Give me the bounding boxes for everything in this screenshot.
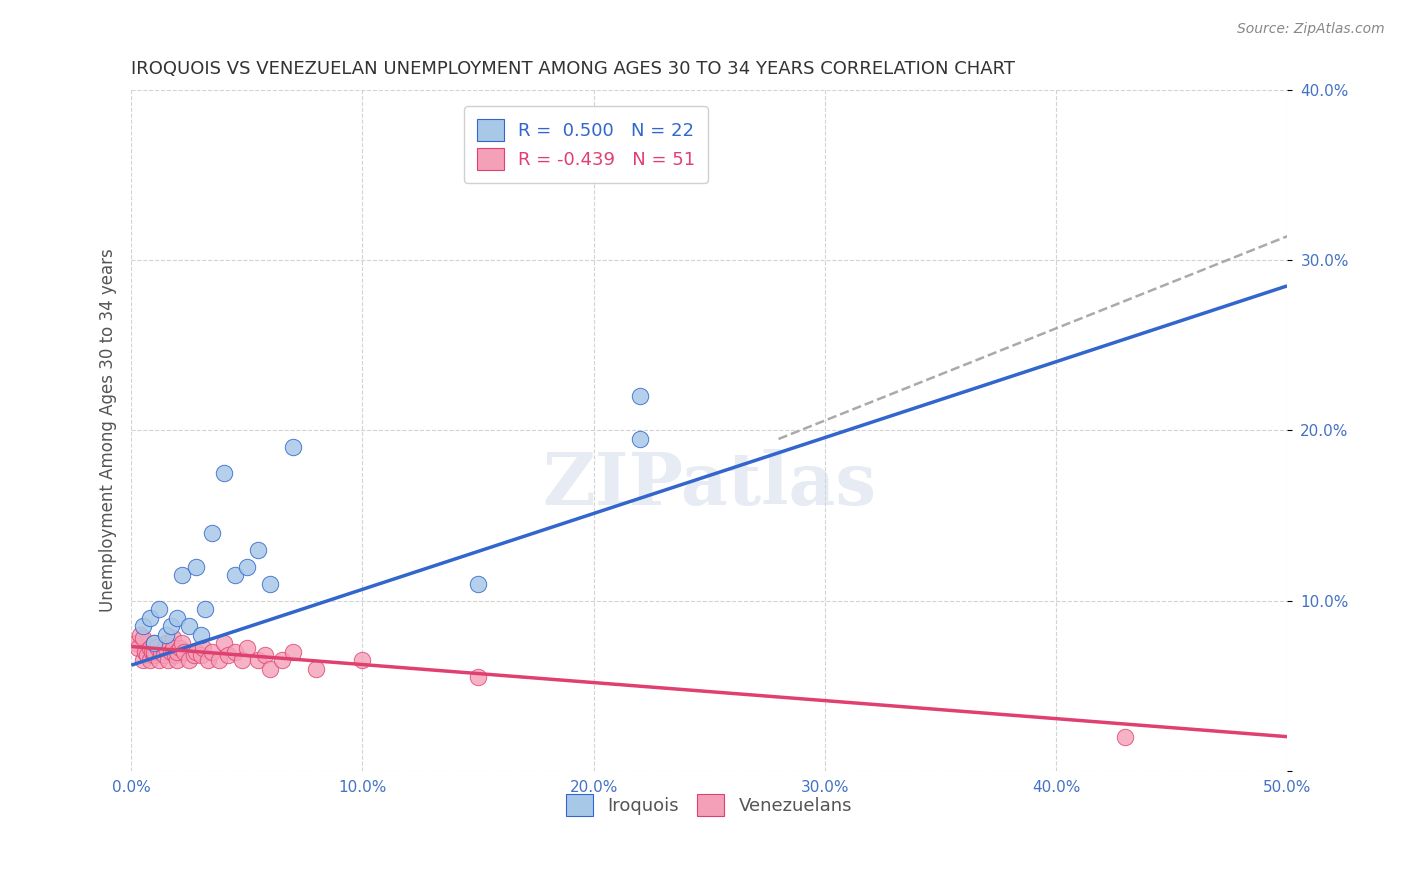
- Point: [194, 602, 217, 616]
- Point: [191, 641, 214, 656]
- Point: [201, 645, 224, 659]
- Point: [352, 653, 374, 667]
- Point: [148, 653, 170, 667]
- Point: [173, 645, 195, 659]
- Text: ZIPatlas: ZIPatlas: [543, 450, 876, 520]
- Point: [166, 653, 188, 667]
- Point: [143, 636, 166, 650]
- Point: [132, 631, 155, 645]
- Point: [145, 640, 167, 654]
- Point: [166, 645, 188, 659]
- Point: [155, 627, 177, 641]
- Point: [190, 648, 212, 662]
- Point: [150, 645, 173, 659]
- Point: [628, 389, 651, 403]
- Point: [217, 648, 239, 662]
- Point: [201, 525, 224, 540]
- Point: [166, 610, 188, 624]
- Point: [231, 653, 253, 667]
- Point: [143, 648, 166, 662]
- Point: [177, 619, 200, 633]
- Point: [224, 568, 246, 582]
- Point: [155, 641, 177, 656]
- Text: Source: ZipAtlas.com: Source: ZipAtlas.com: [1237, 22, 1385, 37]
- Point: [134, 645, 156, 659]
- Point: [159, 645, 181, 659]
- Point: [208, 653, 231, 667]
- Point: [162, 631, 184, 645]
- Point: [139, 653, 162, 667]
- Legend: Iroquois, Venezuelans: Iroquois, Venezuelans: [558, 787, 859, 823]
- Point: [132, 653, 155, 667]
- Point: [628, 432, 651, 446]
- Point: [143, 636, 166, 650]
- Point: [197, 653, 219, 667]
- Point: [139, 641, 162, 656]
- Point: [136, 648, 159, 662]
- Point: [184, 645, 207, 659]
- Point: [183, 648, 205, 662]
- Point: [165, 648, 187, 662]
- Point: [259, 662, 281, 676]
- Point: [169, 641, 191, 656]
- Point: [139, 610, 162, 624]
- Point: [129, 627, 152, 641]
- Point: [270, 653, 292, 667]
- Point: [125, 636, 148, 650]
- Point: [172, 568, 194, 582]
- Point: [190, 627, 212, 641]
- Point: [247, 653, 270, 667]
- Point: [141, 645, 163, 659]
- Point: [177, 653, 200, 667]
- Point: [172, 636, 194, 650]
- Point: [1114, 730, 1136, 744]
- Point: [281, 441, 304, 455]
- Point: [305, 662, 328, 676]
- Point: [236, 641, 259, 656]
- Point: [212, 636, 235, 650]
- Point: [259, 576, 281, 591]
- Point: [247, 542, 270, 557]
- Point: [155, 636, 177, 650]
- Point: [467, 670, 489, 684]
- Point: [143, 645, 166, 659]
- Point: [157, 653, 180, 667]
- Point: [152, 648, 174, 662]
- Point: [184, 559, 207, 574]
- Point: [281, 645, 304, 659]
- Text: IROQUOIS VS VENEZUELAN UNEMPLOYMENT AMONG AGES 30 TO 34 YEARS CORRELATION CHART: IROQUOIS VS VENEZUELAN UNEMPLOYMENT AMON…: [131, 60, 1015, 78]
- Point: [236, 559, 259, 574]
- Point: [254, 648, 277, 662]
- Y-axis label: Unemployment Among Ages 30 to 34 years: Unemployment Among Ages 30 to 34 years: [100, 249, 117, 612]
- Point: [132, 619, 155, 633]
- Point: [212, 466, 235, 480]
- Point: [148, 602, 170, 616]
- Point: [159, 619, 181, 633]
- Point: [467, 576, 489, 591]
- Point: [224, 645, 246, 659]
- Point: [127, 641, 149, 656]
- Point: [162, 641, 184, 656]
